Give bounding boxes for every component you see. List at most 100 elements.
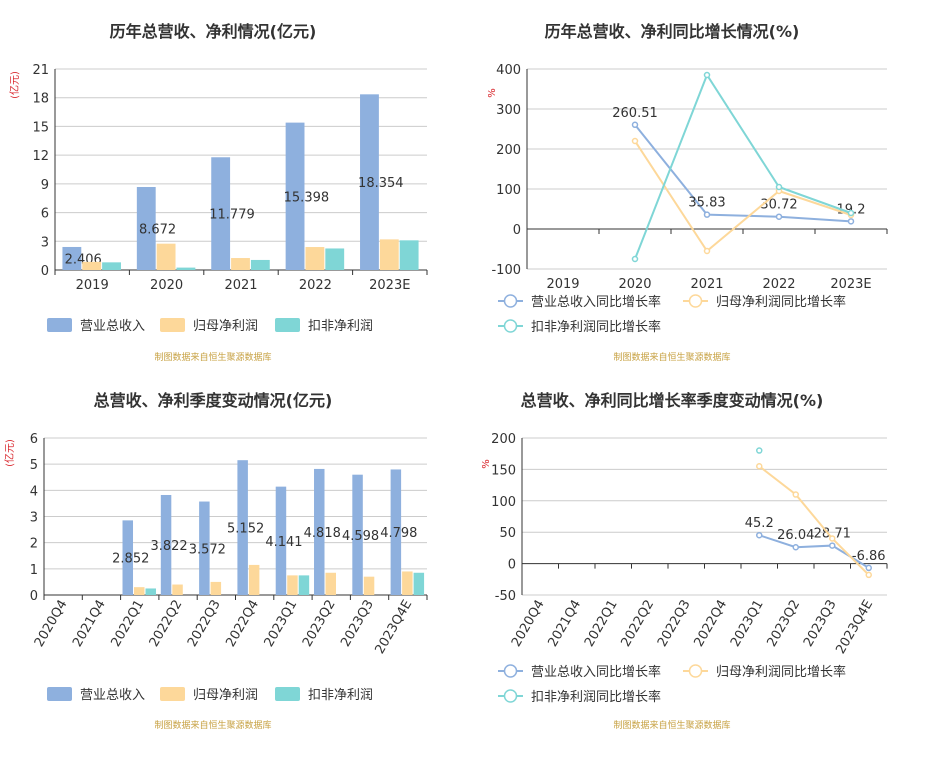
x-tick-label: 2022Q2 (618, 598, 657, 650)
x-tick-label: 2023Q4E (833, 598, 876, 657)
x-tick-label: 2022Q4 (691, 598, 730, 650)
data-label: 8.672 (139, 222, 176, 237)
legend-label: 营业总收入同比增长率 (531, 664, 661, 680)
y-tick-label: 9 (41, 178, 49, 193)
bar (305, 247, 325, 270)
source-note: 制图数据来自恒生聚源数据库 (613, 351, 730, 363)
y-tick-label: 21 (32, 63, 49, 78)
legend-swatch (275, 318, 300, 332)
y-tick-label: 50 (499, 526, 516, 541)
legend-label: 营业总收入同比增长率 (531, 294, 661, 310)
data-label: 4.798 (380, 526, 417, 541)
data-label: 15.398 (284, 190, 330, 205)
y-tick-label: 18 (32, 92, 49, 107)
y-tick-label: 1 (30, 563, 38, 578)
x-tick-label: 2021 (690, 277, 723, 292)
bar (275, 486, 287, 595)
x-tick-label: 2023Q2 (764, 598, 803, 650)
x-tick-label: 2022 (762, 277, 795, 292)
y-tick-label: 2 (30, 537, 38, 552)
y-tick-label: 100 (491, 495, 516, 510)
series-point (865, 571, 872, 579)
legend-label: 扣非净利润 (308, 688, 373, 703)
series-point (775, 213, 783, 220)
data-label: 45.2 (745, 516, 774, 531)
series-point (829, 542, 836, 549)
bar (314, 468, 325, 595)
series-point (756, 447, 763, 454)
data-label: 2.852 (112, 552, 149, 567)
bar (250, 259, 270, 270)
chart-title: 历年总营收、净利情况(亿元) (110, 22, 317, 41)
legend-marker (688, 664, 703, 678)
data-label: 4.598 (342, 529, 379, 544)
y-tick-label: 0 (508, 558, 516, 573)
legend-label: 归母净利润同比增长率 (716, 294, 846, 310)
y-tick-label: 6 (30, 432, 38, 447)
series-point (631, 255, 639, 263)
x-tick-label: 2021Q4 (545, 598, 584, 650)
bar (325, 572, 336, 595)
x-tick-label: 2020Q4 (509, 598, 548, 650)
bar (82, 261, 102, 270)
legend-label: 营业总收入 (80, 688, 145, 703)
y-tick-label: 0 (41, 264, 49, 279)
bar (172, 584, 183, 595)
y-tick-label: 0 (513, 223, 521, 238)
y-tick-label: 200 (496, 143, 521, 158)
chart-svg: 历年总营收、净利同比增长情况(%)% -100 0 100 200 300 400 2019 2… (487, 22, 888, 363)
legend-swatch (47, 318, 72, 332)
bar (325, 248, 345, 270)
x-tick-label: 2022Q1 (582, 598, 621, 650)
y-tick-label: -100 (491, 263, 521, 278)
x-tick-label: 2020Q4 (32, 598, 71, 650)
bar (390, 469, 402, 595)
data-label: 4.818 (304, 526, 341, 541)
legend-swatch (160, 687, 185, 701)
x-tick-label: 2021 (224, 278, 257, 293)
legend-swatch (47, 687, 72, 701)
y-axis-label: (亿元) (8, 71, 21, 99)
bar (399, 240, 419, 270)
x-tick-label: 2019 (546, 277, 579, 292)
x-tick-label: 2022Q3 (655, 598, 694, 650)
bar (237, 460, 248, 595)
series-point (792, 491, 799, 498)
series-point (847, 209, 855, 217)
bar (285, 122, 305, 270)
data-label: 11.779 (209, 208, 255, 223)
series-point (631, 121, 639, 129)
bar (352, 474, 363, 595)
chart-svg: 历年总营收、净利情况(亿元) (亿元) 0 3 6 9 12 15 18 21 2019 2020 20… (8, 22, 428, 363)
x-tick-label: 2020 (150, 278, 183, 293)
chart-title: 总营收、净利季度变动情况(亿元) (94, 391, 333, 410)
x-tick-label: 2022Q1 (108, 598, 147, 650)
x-tick-label: 2023Q1 (262, 598, 301, 650)
data-label: 28.71 (814, 527, 851, 542)
series-point (631, 137, 639, 145)
x-tick-label: 2023E (830, 277, 871, 292)
legend-swatch (275, 687, 300, 701)
bar (379, 239, 399, 270)
legend-label: 扣非净利润同比增长率 (531, 319, 661, 335)
legend-marker (503, 689, 518, 703)
bar (298, 575, 310, 595)
chart-title: 历年总营收、净利同比增长情况(%) (545, 22, 800, 41)
legend-marker (503, 294, 518, 308)
annual-values-chart: 历年总营收、净利情况(亿元) (亿元) 0 3 6 9 12 15 18 21 2019 2020 20… (0, 0, 467, 380)
legend-label: 归母净利润 (193, 319, 258, 334)
data-label: 260.51 (612, 106, 658, 121)
y-tick-label: 6 (41, 207, 49, 222)
data-label: 35.83 (688, 196, 725, 211)
series-point (703, 247, 711, 255)
legend-swatch (160, 318, 185, 332)
y-tick-label: 12 (32, 149, 49, 164)
y-tick-label: 0 (30, 589, 38, 604)
data-label: -6.86 (852, 549, 886, 564)
legend-label: 扣非净利润 (308, 319, 373, 334)
y-tick-label: 300 (496, 103, 521, 118)
legend-label: 扣非净利润同比增长率 (531, 689, 661, 705)
bar (134, 587, 145, 595)
y-axis-label: % (481, 459, 492, 469)
